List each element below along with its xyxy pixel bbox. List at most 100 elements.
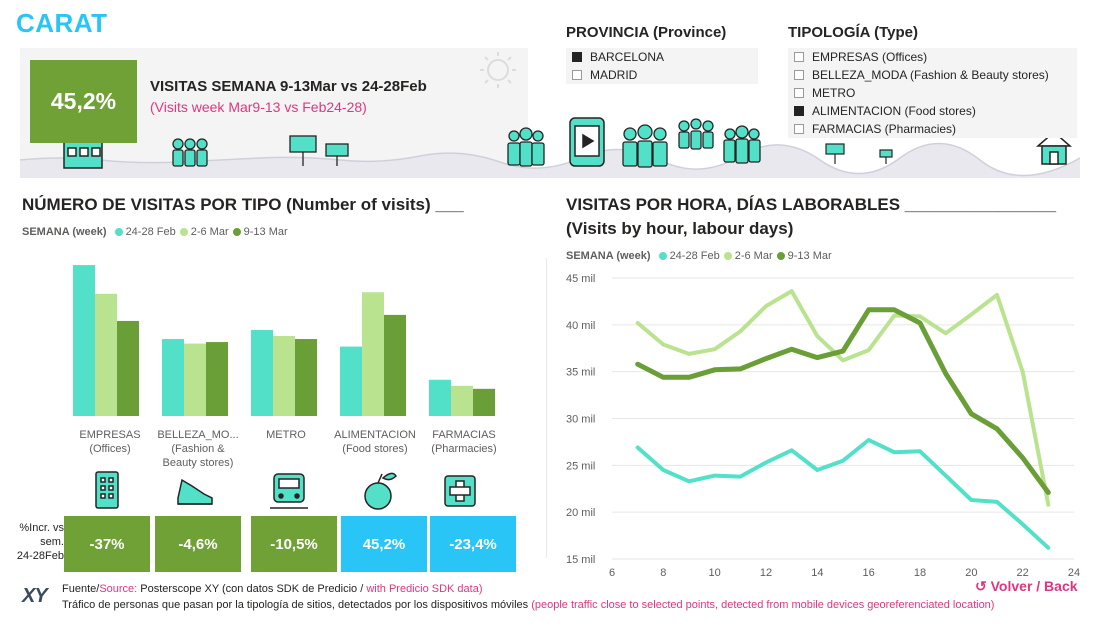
apple-icon	[364, 472, 397, 510]
legend-item[interactable]: 2-6 Mar	[734, 250, 773, 262]
legend-item[interactable]: 9-13 Mar	[243, 226, 288, 238]
increment-row-label: %Incr. vs sem. 24-28Feb	[8, 521, 64, 563]
increment-label-line: %Incr. vs	[19, 522, 64, 534]
category-label: ALIMENTACION (Food stores)	[330, 428, 420, 456]
increment-box-belleza: -4,6%	[155, 516, 241, 572]
x-tick-label: 24	[1068, 567, 1080, 578]
series-line[interactable]	[635, 438, 1051, 550]
back-arrow-icon: ↺	[975, 578, 987, 594]
footer-text: Tráfico de personas que pasan por la tip…	[62, 599, 532, 611]
bar[interactable]	[251, 329, 273, 416]
bar[interactable]	[73, 265, 95, 416]
type-filter-list: EMPRESAS (Offices) BELLEZA_MODA (Fashion…	[788, 48, 1077, 138]
x-tick-label: 8	[660, 567, 666, 578]
y-tick-label: 15 mil	[566, 554, 595, 566]
people-icon	[622, 118, 761, 168]
y-tick-label: 20 mil	[566, 507, 595, 519]
legend-dot	[179, 228, 188, 236]
phone-icon	[569, 117, 605, 167]
bar[interactable]	[384, 314, 406, 416]
category-label-line: ALIMENTACION	[334, 429, 416, 441]
checkbox-checked[interactable]	[572, 52, 582, 62]
category-label-line: BELLEZA_MO...	[157, 429, 239, 441]
type-option-farmacias[interactable]: FARMACIAS (Pharmacies)	[788, 120, 1077, 138]
bar[interactable]	[273, 336, 295, 416]
category-label-line: (Pharmacies)	[431, 443, 497, 455]
footer-text: Posterscope XY (con datos SDK de Predici…	[137, 583, 367, 595]
line-chart-title-line: (Visits by hour, labour days)	[566, 219, 794, 238]
footer-source: Fuente/Source: Posterscope XY (con datos…	[62, 583, 483, 595]
series-line[interactable]	[635, 307, 1051, 495]
bar[interactable]	[184, 343, 206, 416]
bar[interactable]	[162, 339, 184, 416]
house-icon	[1036, 131, 1072, 165]
footer-description: Tráfico de personas que pasan por la tip…	[62, 599, 994, 611]
province-option-madrid[interactable]: MADRID	[566, 66, 758, 84]
legend-item[interactable]: 2-6 Mar	[190, 226, 229, 238]
province-option-barcelona[interactable]: BARCELONA	[566, 48, 758, 66]
legend-dot	[723, 252, 732, 260]
increment-label-line: 24-28Feb	[16, 550, 64, 562]
type-option-metro[interactable]: METRO	[788, 84, 1077, 102]
carat-logo: CARAT	[16, 8, 108, 38]
type-option-label: BELLEZA_MODA (Fashion & Beauty stores)	[812, 68, 1049, 82]
province-option-label: BARCELONA	[590, 50, 665, 64]
type-filter-title: TIPOLOGÍA (Type)	[788, 24, 918, 41]
x-tick-label: 14	[811, 567, 823, 578]
checkbox-unchecked[interactable]	[794, 124, 804, 134]
category-label-line: METRO	[266, 429, 306, 441]
province-filter-list: BARCELONA MADRID	[566, 48, 758, 84]
category-label: EMPRESAS (Offices)	[65, 428, 155, 456]
line-chart-title: VISITAS POR HORA, DÍAS LABORABLES ______…	[566, 193, 1056, 241]
x-tick-label: 16	[863, 567, 875, 578]
legend-dot	[114, 228, 123, 236]
legend-item[interactable]: 24-28 Feb	[669, 250, 720, 262]
category-label: METRO	[241, 428, 331, 442]
series-line[interactable]	[635, 289, 1051, 507]
bar[interactable]	[473, 388, 495, 416]
xy-logo: XY	[22, 585, 48, 607]
bar[interactable]	[429, 379, 451, 416]
bar[interactable]	[451, 385, 473, 416]
legend-item[interactable]: 24-28 Feb	[125, 226, 176, 238]
kpi-subtitle: (Visits week Mar9-13 vs Feb24-28)	[150, 99, 367, 115]
type-option-belleza-moda[interactable]: BELLEZA_MODA (Fashion & Beauty stores)	[788, 66, 1077, 84]
pharmacy-cross-icon	[444, 475, 476, 507]
checkbox-unchecked[interactable]	[794, 88, 804, 98]
increment-label-line: sem.	[40, 536, 64, 548]
bar[interactable]	[295, 339, 317, 416]
bar[interactable]	[117, 320, 139, 416]
line-chart-legend: SEMANA (week) 24-28 Feb 2-6 Mar 9-13 Mar	[566, 250, 832, 262]
y-tick-label: 25 mil	[566, 460, 595, 472]
legend-item[interactable]: 9-13 Mar	[787, 250, 832, 262]
billboard-icon	[825, 143, 893, 164]
type-option-label: ALIMENTACION (Food stores)	[812, 104, 976, 118]
category-label-line: Beauty stores)	[162, 457, 234, 469]
checkbox-unchecked[interactable]	[794, 70, 804, 80]
bar[interactable]	[340, 346, 362, 416]
x-tick-label: 12	[760, 567, 772, 578]
legend-dot	[776, 252, 785, 260]
legend-dot	[232, 228, 241, 236]
province-filter-title: PROVINCIA (Province)	[566, 24, 727, 41]
bar[interactable]	[206, 342, 228, 416]
back-button[interactable]: ↺ Volver / Back	[975, 578, 1078, 595]
checkbox-unchecked[interactable]	[572, 70, 582, 80]
category-label-line: EMPRESAS	[79, 429, 141, 441]
type-option-alimentacion[interactable]: ALIMENTACION (Food stores)	[788, 102, 1077, 120]
checkbox-checked[interactable]	[794, 106, 804, 116]
x-tick-label: 6	[609, 567, 615, 578]
footer-text: Fuente/	[62, 583, 100, 595]
x-tick-label: 22	[1017, 567, 1029, 578]
x-tick-label: 10	[709, 567, 721, 578]
type-option-empresas[interactable]: EMPRESAS (Offices)	[788, 48, 1077, 66]
category-label: BELLEZA_MO... (Fashion & Beauty stores)	[153, 428, 243, 470]
line-chart-title-line: VISITAS POR HORA, DÍAS LABORABLES ______…	[566, 195, 1057, 214]
bar[interactable]	[362, 292, 384, 416]
category-label-line: FARMACIAS	[432, 429, 496, 441]
checkbox-unchecked[interactable]	[794, 52, 804, 62]
increment-box-metro: -10,5%	[251, 516, 337, 572]
bar[interactable]	[95, 293, 117, 416]
legend-title: SEMANA (week)	[566, 250, 651, 262]
category-label-line: (Fashion &	[171, 443, 225, 455]
